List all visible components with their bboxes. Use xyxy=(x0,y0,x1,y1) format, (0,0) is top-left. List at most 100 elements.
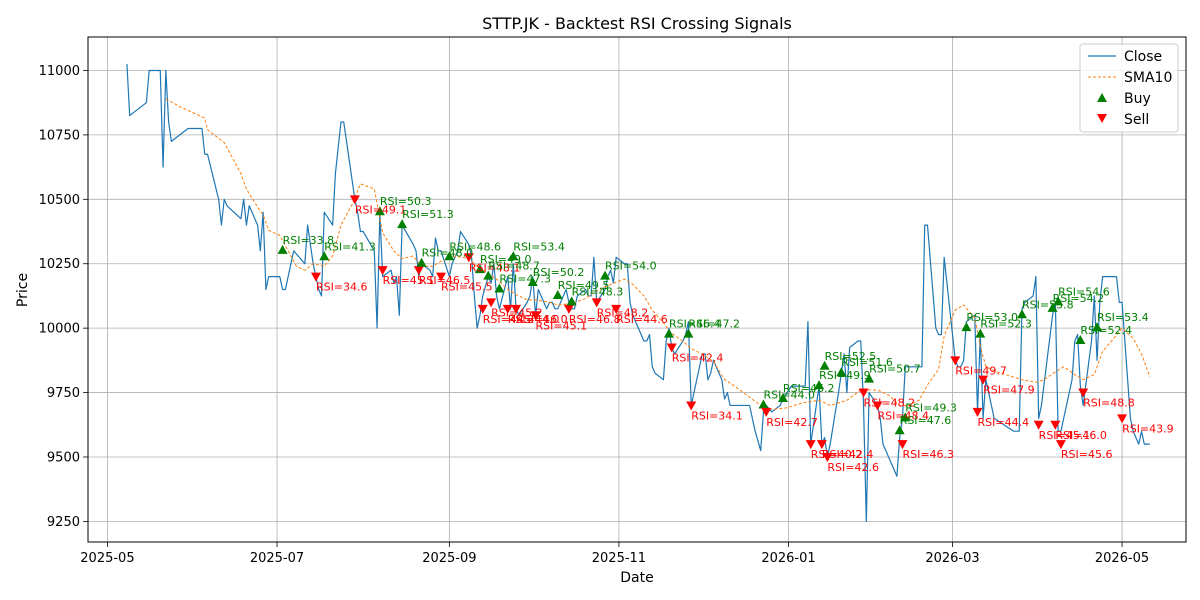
sell-signal-label: RSI=45.6 xyxy=(1061,448,1113,461)
buy-signal-label: RSI=47.6 xyxy=(900,414,952,427)
sell-signal-marker xyxy=(950,356,961,366)
sell-signal-marker xyxy=(310,272,321,282)
sell-signal-marker xyxy=(1033,420,1044,430)
buy-signal-label: RSI=52.5 xyxy=(825,350,877,363)
sell-signal-label: RSI=34.6 xyxy=(316,281,368,294)
buy-signal-label: RSI=49.5 xyxy=(558,279,610,292)
buy-signal-marker xyxy=(600,270,611,280)
buy-signal-label: RSI=48.7 xyxy=(488,260,540,273)
sell-signal-marker xyxy=(822,452,833,462)
buy-signal-marker xyxy=(566,296,577,306)
buy-signal-marker xyxy=(374,206,385,216)
buy-signal-label: RSI=44.0 xyxy=(763,388,815,401)
buy-signal-marker xyxy=(683,328,694,338)
sell-signal-label: RSI=45.1 xyxy=(536,319,588,332)
legend-close-label: Close xyxy=(1124,49,1162,65)
buy-signal-marker xyxy=(1053,296,1064,306)
legend-buy-marker xyxy=(1097,93,1107,102)
sell-signal-marker xyxy=(1055,440,1066,450)
buy-signal-marker xyxy=(397,219,408,229)
buy-signal-marker xyxy=(836,367,847,377)
sell-signal-label: RSI=46.5 xyxy=(419,274,471,287)
y-tick-label: 11000 xyxy=(39,64,80,79)
y-tick-label: 10500 xyxy=(39,193,80,208)
buy-signal-marker xyxy=(416,257,427,267)
sell-signal-marker xyxy=(591,298,602,308)
buy-signal-label: RSI=51.3 xyxy=(402,208,454,221)
buy-signal-marker xyxy=(758,399,769,409)
sell-signal-marker xyxy=(463,253,474,263)
x-axis: 2025-05 2025-07 2025-09 2025-11 2026-01 2026-… xyxy=(80,542,1149,566)
legend-sma-label: SMA10 xyxy=(1124,70,1172,86)
buy-signal-marker xyxy=(277,244,288,254)
buy-signal-marker xyxy=(527,277,538,287)
sell-signal-label: RSI=46.0 xyxy=(1055,429,1107,442)
sell-signal-marker xyxy=(349,195,360,205)
signal-markers xyxy=(277,195,1128,462)
sell-signal-marker xyxy=(1050,420,1061,430)
buy-signal-marker xyxy=(552,289,563,299)
y-axis-label: Price xyxy=(15,273,31,307)
sell-signal-marker xyxy=(477,304,488,314)
sell-signal-marker xyxy=(563,304,574,314)
sell-signal-marker xyxy=(897,440,908,450)
sell-signal-marker xyxy=(816,440,827,450)
legend-buy-label: Buy xyxy=(1124,91,1151,107)
sell-signal-marker xyxy=(858,388,869,398)
x-tick-label: 2026-05 xyxy=(1095,551,1149,566)
sell-signal-label: RSI=42.7 xyxy=(766,416,818,429)
buy-signal-label: RSI=49.3 xyxy=(905,401,957,414)
x-tick-label: 2026-01 xyxy=(761,551,815,566)
sell-signal-label: RSI=48.2 xyxy=(864,397,916,410)
buy-signal-marker xyxy=(975,328,986,338)
buy-signal-label: RSI=47.3 xyxy=(499,273,551,286)
buy-signal-label: RSI=53.4 xyxy=(513,240,565,253)
buy-signal-marker xyxy=(900,412,911,422)
x-axis-label: Date xyxy=(620,570,653,586)
buy-signal-label: RSI=50.3 xyxy=(380,195,432,208)
sell-signal-marker xyxy=(686,401,697,411)
sell-signal-label: RSI=48.2 xyxy=(597,306,649,319)
sell-signal-label: RSI=42.4 xyxy=(822,448,874,461)
buy-signal-marker xyxy=(961,322,972,332)
sell-signal-marker xyxy=(413,266,424,276)
sell-signal-marker xyxy=(611,304,622,314)
chart-title: STTP.JK - Backtest RSI Crossing Signals xyxy=(482,14,792,33)
buy-signal-marker xyxy=(777,393,788,403)
x-tick-label: 2025-07 xyxy=(250,551,304,566)
sell-signal-label: RSI=44.2 xyxy=(483,313,535,326)
sell-signal-label: RSI=48.1 xyxy=(469,261,521,274)
sell-signal-label: RSI=44.6 xyxy=(616,313,668,326)
buy-signal-label: RSI=49.9 xyxy=(819,369,871,382)
y-tick-label: 10750 xyxy=(39,128,80,143)
buy-signal-marker xyxy=(814,380,825,390)
sell-signal-marker xyxy=(486,298,497,308)
sell-signal-label: RSI=48.4 xyxy=(877,409,929,422)
sell-signal-marker xyxy=(1078,388,1089,398)
sell-signal-label: RSI=46.8 xyxy=(569,313,621,326)
buy-signal-label: RSI=52.4 xyxy=(1080,324,1132,337)
sell-signal-marker xyxy=(972,407,983,417)
x-tick-label: 2026-03 xyxy=(925,551,979,566)
grid-lines xyxy=(88,37,1186,542)
buy-signal-marker xyxy=(483,270,494,280)
buy-signal-label: RSI=53.4 xyxy=(1097,311,1149,324)
buy-signal-label: RSI=50.7 xyxy=(869,363,921,376)
sell-signal-label: RSI=45.1 xyxy=(1039,429,1091,442)
buy-signal-marker xyxy=(663,328,674,338)
sell-signal-marker xyxy=(436,272,447,282)
sell-signal-marker xyxy=(1117,414,1128,424)
buy-signal-label: RSI=54.6 xyxy=(1058,285,1110,298)
legend-sell-marker xyxy=(1097,114,1107,123)
buy-signal-label: RSI=54.0 xyxy=(605,260,657,273)
sell-signal-label: RSI=34.1 xyxy=(691,409,743,422)
x-tick-label: 2025-11 xyxy=(592,551,646,566)
legend-sell-label: Sell xyxy=(1124,112,1149,128)
sell-signal-label: RSI=45.1 xyxy=(383,274,435,287)
sell-signal-marker xyxy=(502,304,513,314)
buy-signal-marker xyxy=(1092,322,1103,332)
sell-signal-label: RSI=49.1 xyxy=(355,203,407,216)
buy-signal-marker xyxy=(494,283,505,293)
close-series-line xyxy=(126,64,1150,522)
sell-signal-label: RSI=42.6 xyxy=(827,461,879,474)
